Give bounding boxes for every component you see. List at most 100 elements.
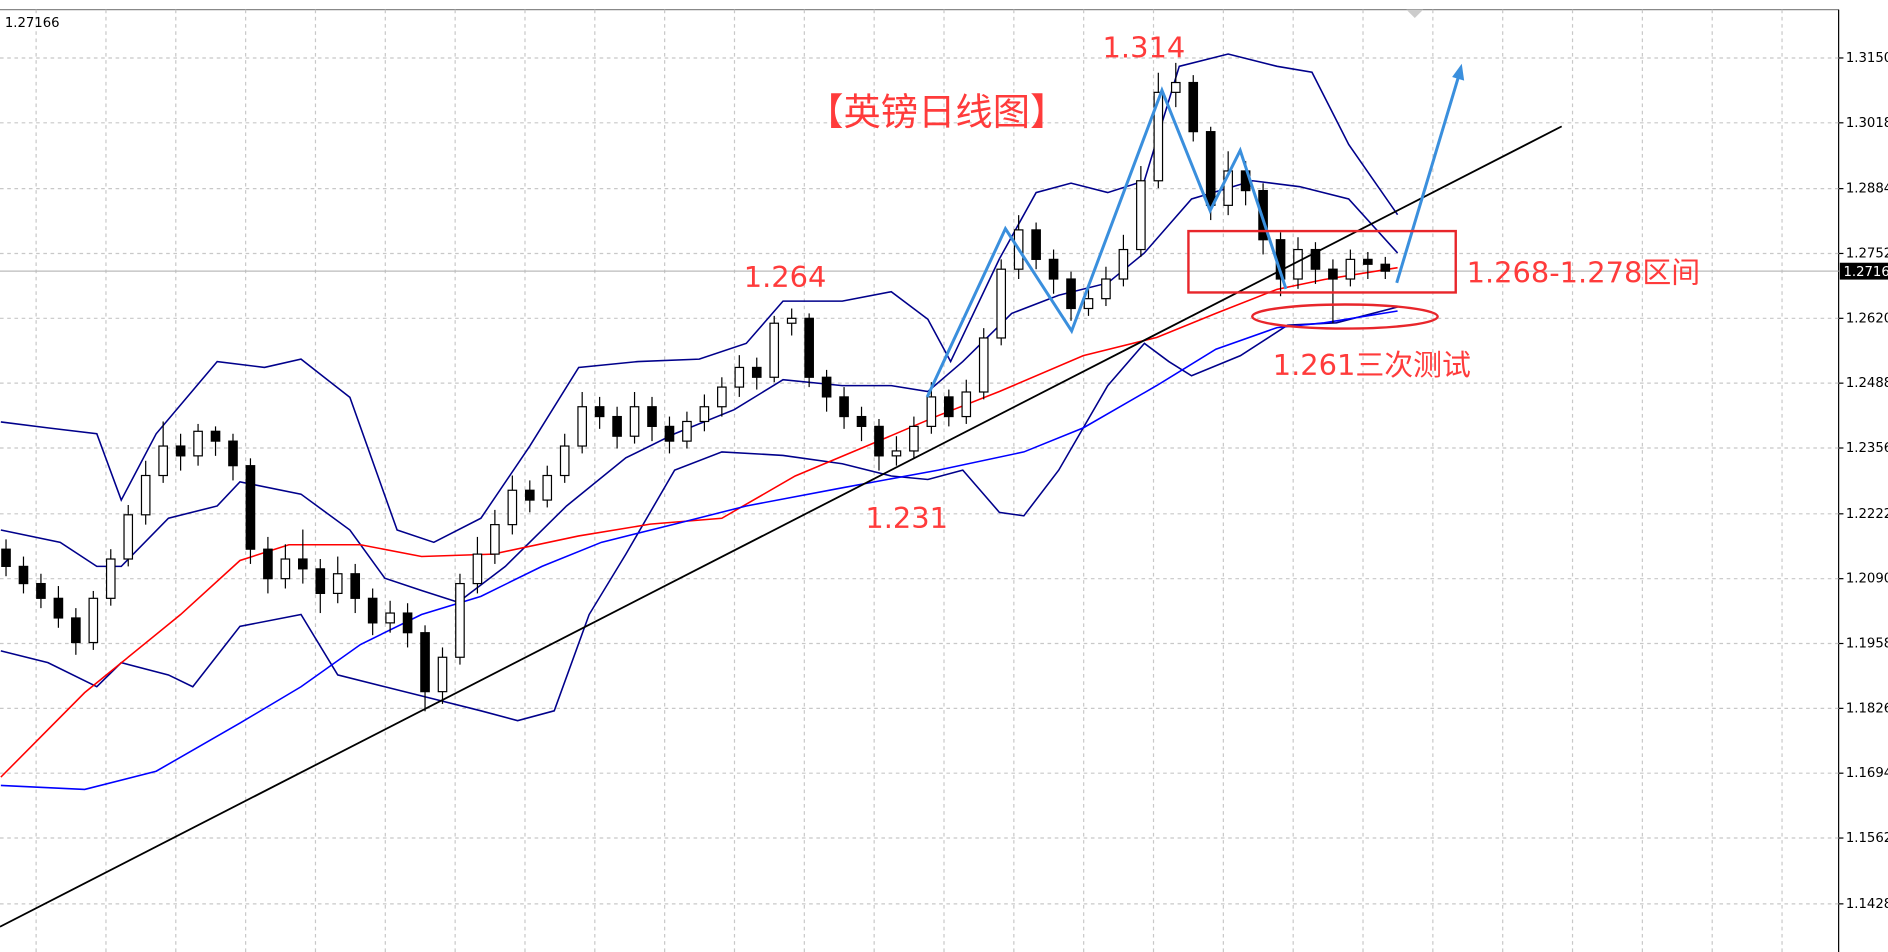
candle-body [1136, 180, 1146, 251]
y-tick-label: 1.2752 [1846, 246, 1888, 261]
annotation: 1.314 [1103, 30, 1186, 64]
y-tick-label: 1.3018 [1846, 116, 1888, 131]
arrow-head [1452, 63, 1465, 81]
support-ellipse [1251, 303, 1439, 330]
candle-body [490, 524, 500, 555]
candle-body [263, 548, 273, 580]
chart-title: 【英镑日线图】 [806, 90, 1067, 134]
shift-marker [1406, 9, 1424, 19]
candle-body [996, 268, 1007, 339]
candle-body [926, 396, 937, 427]
candle-body [245, 465, 256, 550]
last-price-box [1839, 262, 1888, 280]
candle-body [699, 406, 710, 423]
y-tick-label: 1.1958 [1846, 637, 1888, 652]
y-tick-label: 1.1562 [1846, 831, 1888, 846]
symbol-price: 1.27166 [5, 16, 60, 31]
candle-body [455, 582, 465, 658]
y-tick-label: 1.2620 [1846, 311, 1888, 326]
candle-body [717, 386, 727, 408]
indicator-line [0, 266, 1398, 778]
forecast-arrow [1395, 69, 1462, 284]
candle-body [437, 656, 448, 693]
y-tick-label: 1.3150 [1846, 51, 1888, 66]
candle-body [751, 366, 762, 378]
indicator-line [0, 306, 1398, 722]
candle-body [1188, 81, 1199, 133]
candle-body [891, 450, 902, 457]
candle-body [402, 612, 413, 634]
candle-body [629, 406, 640, 437]
candle-body [315, 568, 326, 595]
candle-body [1363, 258, 1373, 265]
candle-body [978, 337, 989, 393]
candle-body [350, 573, 361, 599]
candle-body [472, 553, 483, 585]
candle-body [1048, 258, 1059, 280]
candle-body [175, 445, 186, 457]
candle-body [577, 406, 587, 447]
annotation: 1.264 [744, 260, 827, 294]
drawings [0, 63, 1563, 928]
y-tick-label: 1.2884 [1846, 182, 1888, 197]
candle-body [594, 406, 605, 418]
candle-body [1101, 278, 1111, 300]
candle-body [1328, 268, 1338, 280]
candle-body [367, 597, 378, 624]
candle-body [1031, 229, 1041, 260]
range-box [1187, 229, 1457, 294]
y-tick-label: 1.1694 [1846, 766, 1888, 781]
y-tick-label: 1.2090 [1846, 572, 1888, 587]
annotation: 1.231 [865, 501, 948, 535]
indicator-line [0, 310, 1398, 791]
annotation: 1.261三次测试 [1273, 348, 1471, 382]
candle-body [734, 366, 745, 388]
y-tick-label: 1.2222 [1846, 507, 1888, 522]
candle-body [909, 425, 919, 452]
candle-body [664, 425, 675, 442]
candle-body [612, 415, 622, 437]
candle-body [385, 612, 395, 624]
wave-arrows [925, 86, 1288, 398]
candle-body [839, 396, 849, 418]
trend-line [0, 125, 1563, 928]
candle-body [1066, 278, 1076, 310]
candle-body [856, 415, 867, 427]
candle-body [36, 582, 46, 599]
candle-body [1310, 248, 1321, 270]
candle-body [1118, 248, 1129, 280]
candle-body [53, 597, 64, 619]
candle-body [647, 406, 657, 427]
indicator-line [0, 179, 1399, 604]
candle-body [193, 430, 203, 457]
candle-body [298, 558, 308, 570]
candle-body [140, 474, 151, 516]
candle-body [1293, 248, 1303, 280]
candle-body [280, 558, 291, 580]
candle-body [786, 317, 797, 324]
annotation: 1.268-1.278区间 [1467, 255, 1701, 289]
candle-body [420, 632, 430, 693]
candle-body [1083, 298, 1094, 310]
candle-body [1, 548, 11, 567]
candle-body [1380, 263, 1391, 272]
candle-body [542, 474, 553, 501]
candle-body [1153, 91, 1164, 182]
candle-body [821, 376, 832, 398]
candle-body [18, 565, 29, 585]
candle-body [1205, 131, 1216, 206]
candle-body [71, 617, 81, 644]
candle-body [105, 558, 116, 599]
candle-body [123, 514, 134, 560]
y-tick-label: 1.1826 [1846, 701, 1888, 716]
candle-body [158, 445, 168, 477]
candle-body [559, 445, 570, 477]
grid [0, 9, 1839, 952]
candle-body [1345, 258, 1356, 280]
candle-body [524, 489, 535, 501]
y-tick-label: 1.2488 [1846, 376, 1888, 391]
candle-body [1170, 81, 1181, 93]
candle-body [682, 420, 692, 442]
